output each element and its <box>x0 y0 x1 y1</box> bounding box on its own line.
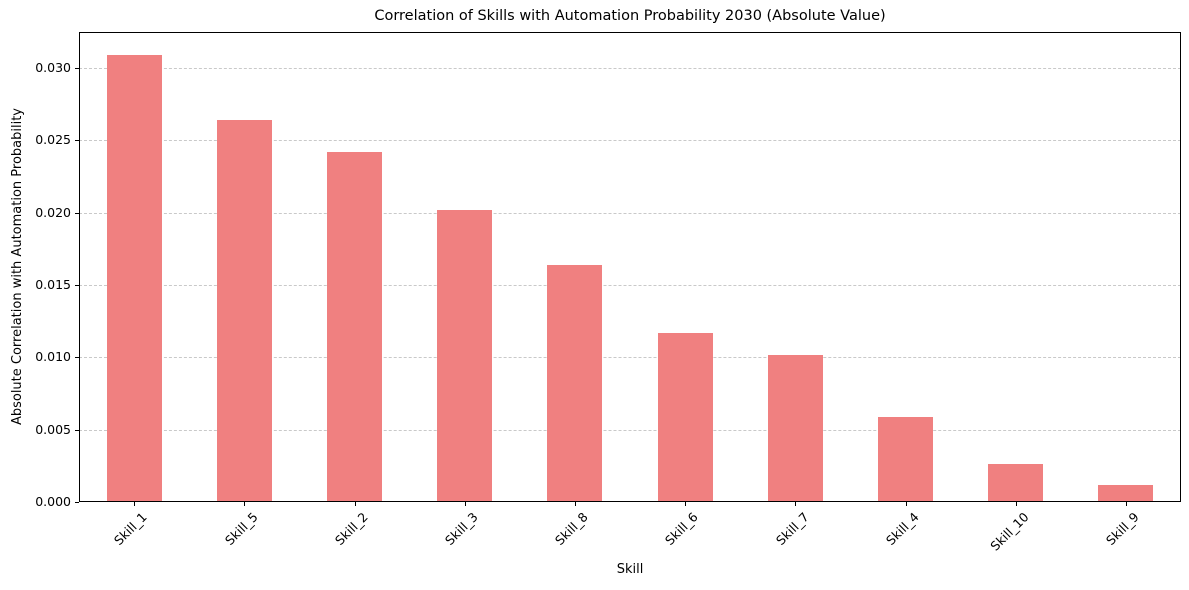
gridline <box>79 212 1181 214</box>
x-tick-label: Skill_4 <box>882 509 922 549</box>
x-tick-label: Skill_10 <box>987 509 1032 554</box>
bar-Skill_2 <box>326 152 383 502</box>
x-tick-mark <box>905 502 907 506</box>
gridline <box>79 429 1181 431</box>
x-tick-label: Skill_7 <box>772 509 812 549</box>
x-tick-mark <box>244 502 246 506</box>
gridline <box>79 140 1181 142</box>
bar-Skill_4 <box>877 416 934 502</box>
bar-Skill_8 <box>547 264 603 502</box>
y-tick-mark <box>75 502 79 503</box>
x-tick-mark <box>574 502 576 506</box>
gridline <box>79 357 1181 359</box>
x-tick-mark <box>1015 502 1017 506</box>
x-tick-label: Skill_9 <box>1103 509 1142 549</box>
gridline <box>79 285 1181 287</box>
x-tick-mark <box>354 502 356 506</box>
x-tick-label: Skill_5 <box>221 509 261 549</box>
x-tick-mark <box>1125 502 1127 506</box>
gridline <box>79 68 1181 70</box>
x-tick-mark <box>464 502 466 506</box>
bar-Skill_3 <box>437 209 493 502</box>
bar-Skill_1 <box>106 55 162 502</box>
y-tick-label: 0.020 <box>35 204 71 220</box>
x-tick-mark <box>134 502 136 506</box>
bar-Skill_9 <box>1098 484 1154 502</box>
y-tick-mark <box>75 212 79 214</box>
x-tick-mark <box>685 502 687 506</box>
y-tick-label: 0.015 <box>35 277 71 293</box>
y-tick-label: 0.010 <box>35 349 71 365</box>
y-tick-label: 0.030 <box>35 60 71 76</box>
x-tick-label: Skill_1 <box>111 509 151 549</box>
x-tick-label: Skill_8 <box>552 509 591 549</box>
x-tick-label: Skill_2 <box>331 509 371 549</box>
x-tick-mark <box>795 502 797 506</box>
y-tick-mark <box>75 140 79 142</box>
y-tick-mark <box>75 429 79 431</box>
y-tick-label: 0.005 <box>35 421 71 437</box>
y-axis-label-text: Absolute Correlation with Automation Pro… <box>9 108 25 426</box>
bar-Skill_5 <box>216 120 272 502</box>
y-tick-label: 0.000 <box>35 494 71 509</box>
bar-Skill_6 <box>657 332 713 502</box>
bar-Skill_7 <box>767 354 823 502</box>
y-tick-mark <box>75 285 79 287</box>
x-tick-label: Skill_3 <box>441 509 481 549</box>
y-tick-label: 0.025 <box>35 132 71 148</box>
x-axis-label: Skill <box>616 562 644 577</box>
bar-Skill_10 <box>988 464 1044 502</box>
plot-area <box>79 32 1181 502</box>
y-tick-mark <box>75 357 79 359</box>
chart-title: Correlation of Skills with Automation Pr… <box>374 8 886 24</box>
x-tick-label: Skill_6 <box>662 509 702 549</box>
y-tick-mark <box>75 68 79 70</box>
